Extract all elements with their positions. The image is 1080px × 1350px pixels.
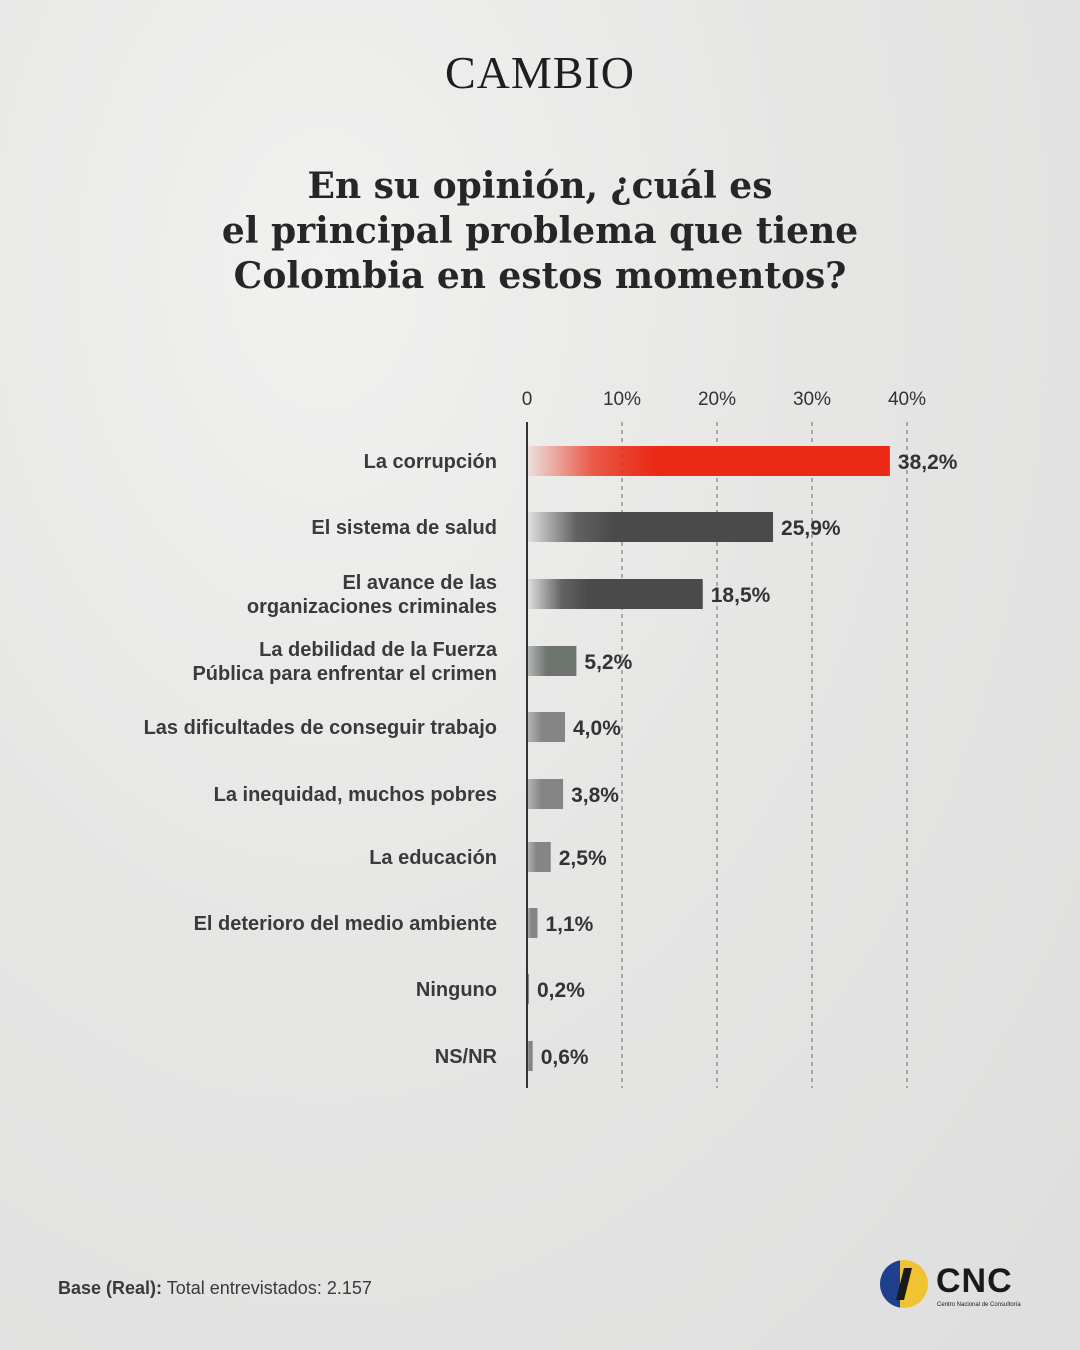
bar	[527, 646, 577, 676]
category-label: La debilidad de la Fuerza	[259, 639, 498, 661]
bar	[527, 842, 551, 872]
bar	[527, 779, 564, 809]
value-label: 4,0%	[573, 717, 621, 740]
bar-chart: 0 10% 20% 30% 40% La corrupción 38,2% El siste…	[144, 389, 958, 1088]
cnc-logo-subtitle: Centro Nacional de Consultoría	[937, 1302, 1021, 1308]
category-label: Las dificultades de conseguir trabajo	[144, 717, 497, 739]
value-label: 25,9%	[781, 517, 841, 540]
cnc-logo-text: CNC	[936, 1262, 1013, 1300]
value-label: 2,5%	[559, 847, 607, 870]
value-label: 1,1%	[545, 913, 593, 936]
value-label: 18,5%	[711, 584, 771, 607]
bar	[527, 579, 703, 609]
category-label: El sistema de salud	[311, 517, 497, 539]
x-axis-ticks: 0 10% 20% 30% 40%	[522, 389, 926, 410]
value-label: 0,2%	[537, 979, 585, 1002]
category-label: La inequidad, muchos pobres	[214, 784, 497, 806]
title-line-1: En su opinión, ¿cuál es	[307, 165, 773, 207]
x-tick-label: 40%	[888, 389, 926, 410]
value-label: 5,2%	[584, 651, 632, 674]
bar	[527, 908, 538, 938]
bar	[527, 446, 890, 476]
base-text: Total entrevistados: 2.157	[166, 1278, 372, 1298]
value-label: 38,2%	[898, 451, 958, 474]
category-label: El deterioro del medio ambiente	[194, 913, 497, 935]
x-tick-label: 0	[522, 389, 533, 410]
title-line-2: el principal problema que tiene	[221, 210, 859, 252]
category-label: Pública para enfrentar el crimen	[192, 663, 497, 685]
category-label: La educación	[369, 847, 497, 869]
bar	[527, 1041, 533, 1071]
category-label: Ninguno	[416, 979, 497, 1001]
bar	[527, 512, 774, 542]
x-tick-label: 30%	[793, 389, 831, 410]
value-label: 3,8%	[571, 784, 619, 807]
chart-title: En su opinión, ¿cuál es el principal pro…	[140, 164, 940, 299]
bar	[527, 712, 565, 742]
grid-lines	[621, 422, 908, 1088]
base-label: Base (Real):	[58, 1278, 163, 1298]
x-tick-label: 10%	[603, 389, 641, 410]
category-label: NS/NR	[435, 1046, 498, 1068]
title-line-3: Colombia en estos momentos?	[233, 255, 847, 297]
x-tick-label: 20%	[698, 389, 736, 410]
bars: La corrupción 38,2% El sistema de salud 25,…	[144, 446, 958, 1071]
footer-note: Base (Real): Total entrevistados: 2.157	[58, 1278, 372, 1299]
category-label: La corrupción	[364, 451, 497, 473]
category-label: El avance de las	[342, 572, 497, 594]
cambio-logo: CAMBIO	[444, 47, 636, 98]
value-label: 0,6%	[541, 1046, 589, 1069]
category-label: organizaciones criminales	[247, 596, 497, 618]
cnc-emblem-icon	[880, 1260, 928, 1308]
cnc-logo: CNC Centro Nacional de Consultoría	[880, 1260, 1030, 1316]
